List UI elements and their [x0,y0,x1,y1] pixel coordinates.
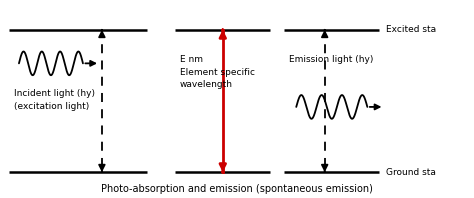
Text: E nm
Element specific
wavelength: E nm Element specific wavelength [180,55,255,89]
Text: Incident light (hy)
(excitation light): Incident light (hy) (excitation light) [14,89,95,111]
Text: Ground sta: Ground sta [386,168,436,177]
Text: Emission light (hy): Emission light (hy) [289,55,374,64]
Text: Excited sta: Excited sta [386,25,437,34]
Text: Photo-absorption and emission (spontaneous emission): Photo-absorption and emission (spontaneo… [101,184,373,194]
